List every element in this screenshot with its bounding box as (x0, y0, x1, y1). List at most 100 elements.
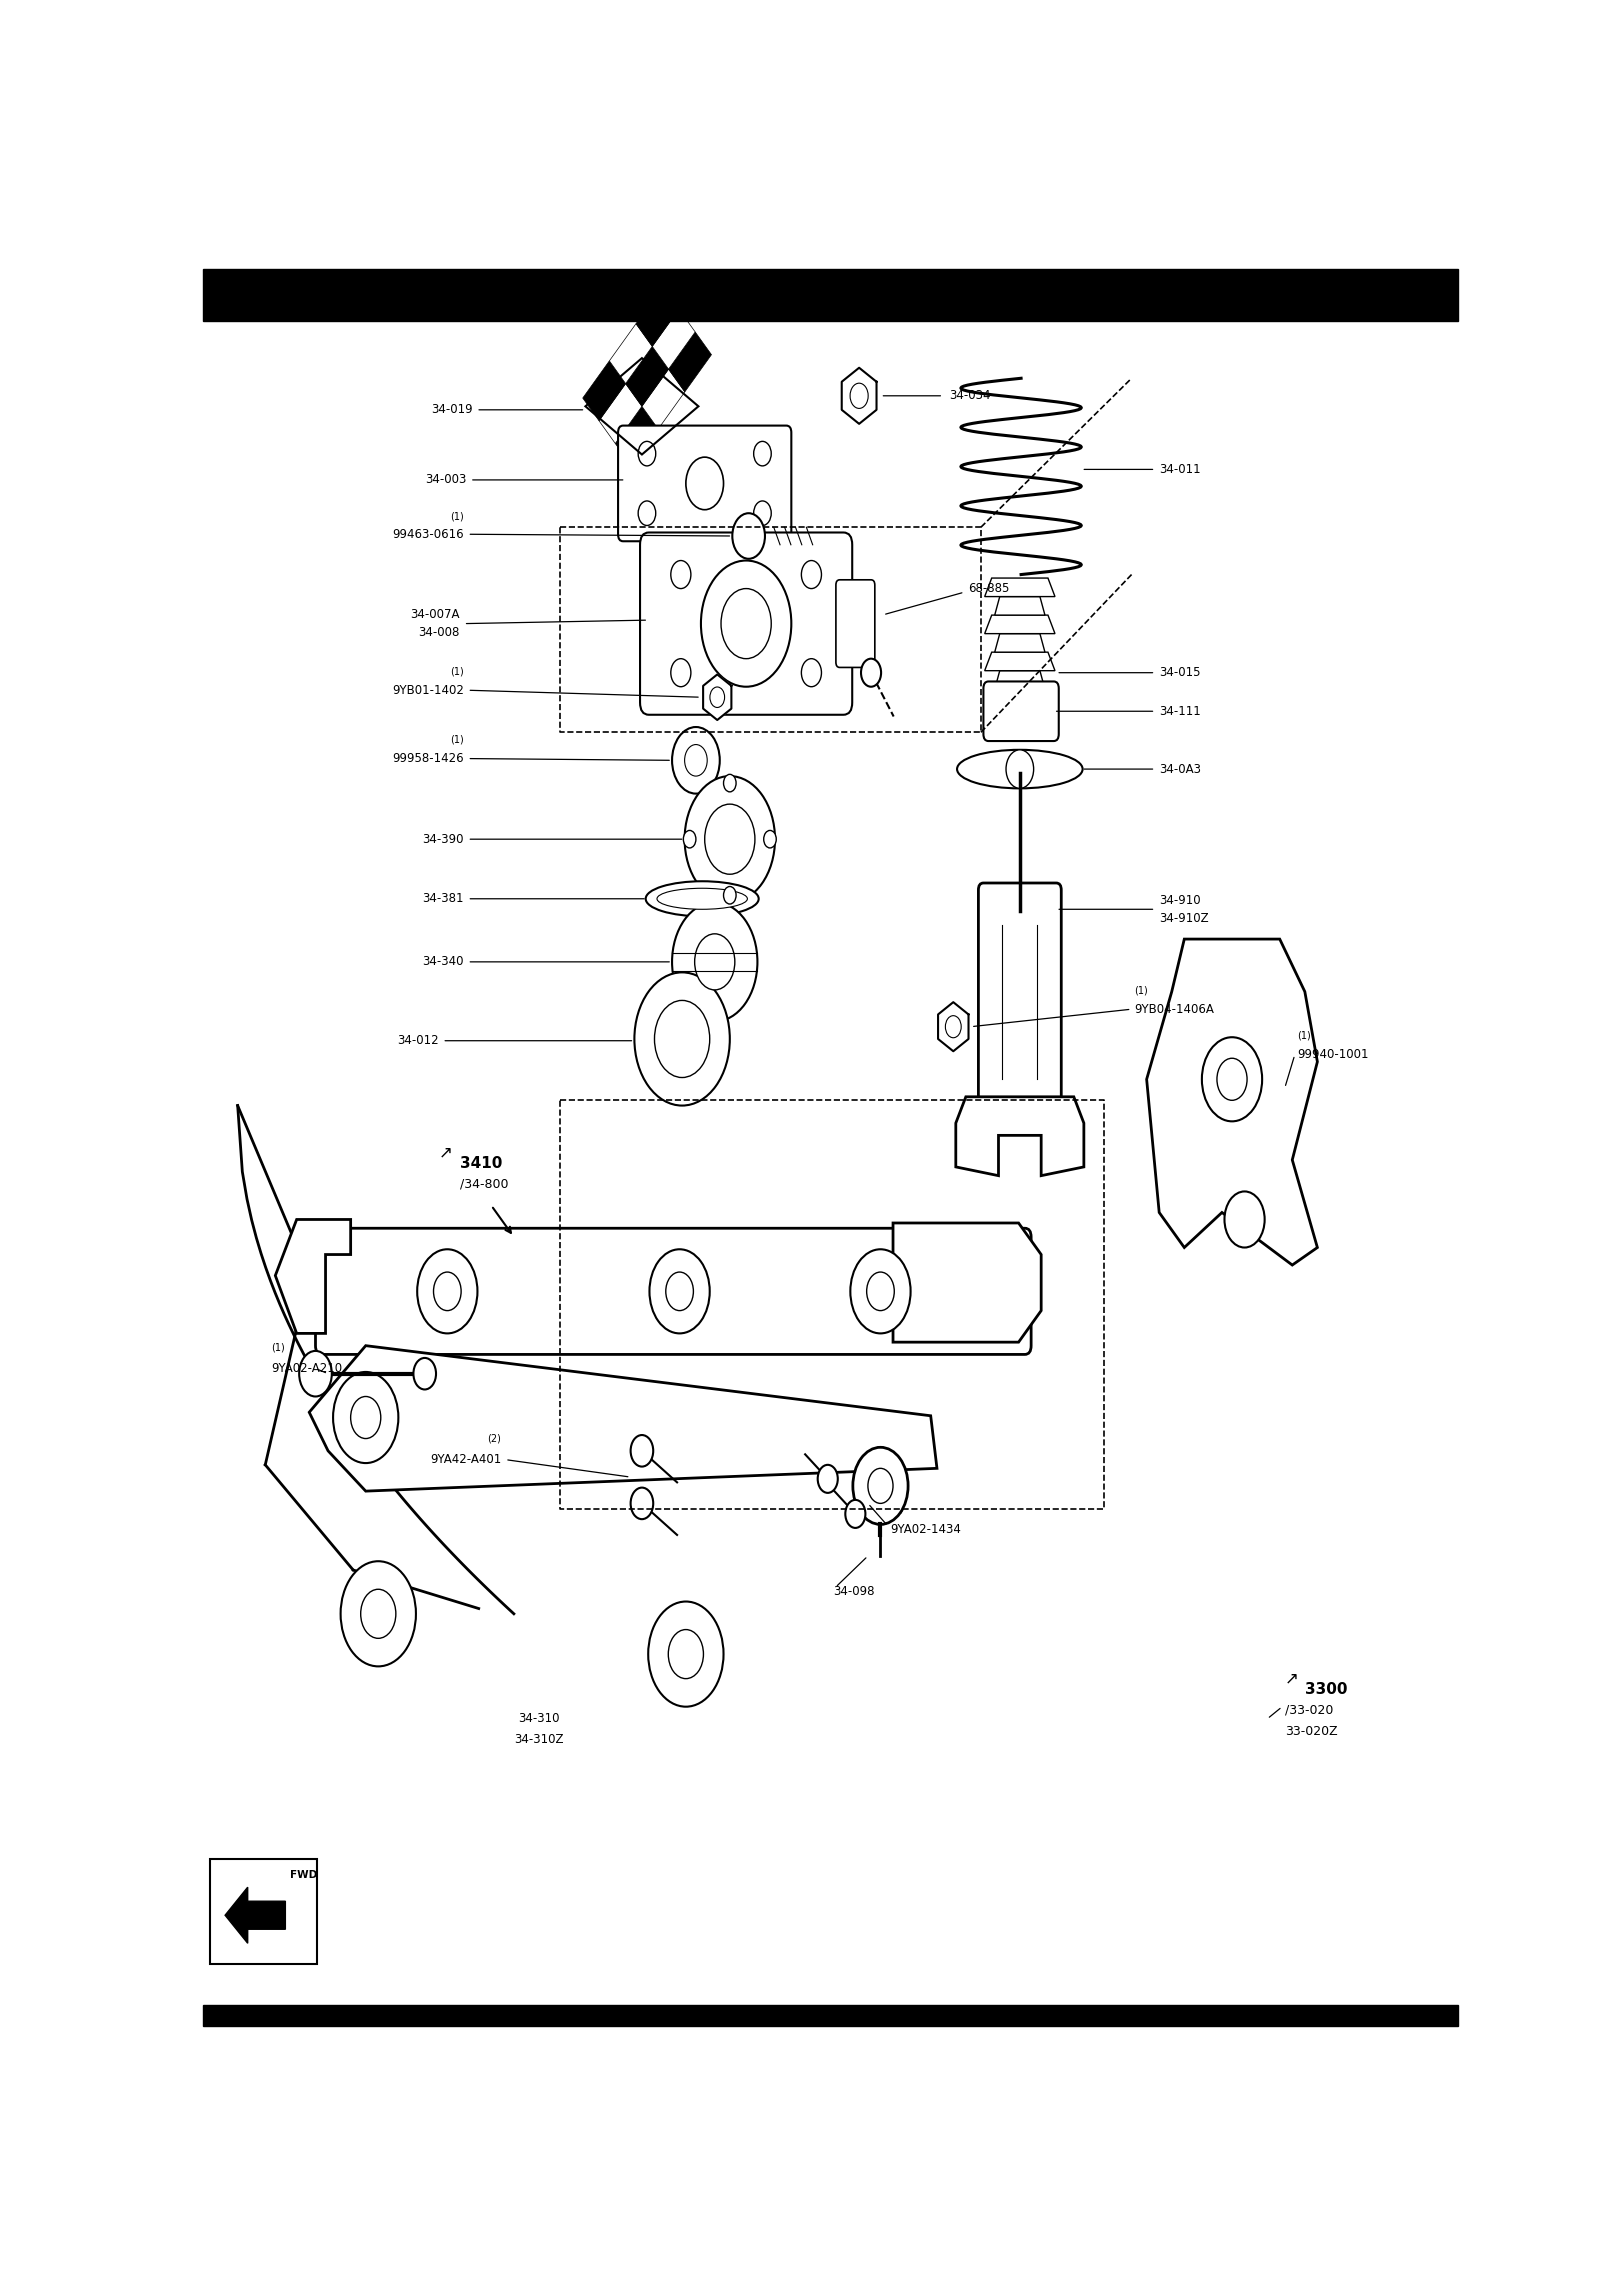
Circle shape (654, 1001, 710, 1077)
Text: 34-310Z: 34-310Z (514, 1734, 564, 1746)
Polygon shape (599, 385, 642, 444)
Polygon shape (995, 596, 1045, 615)
Polygon shape (225, 1887, 285, 1944)
Text: 34-910: 34-910 (1160, 894, 1200, 908)
Circle shape (1006, 749, 1034, 787)
Circle shape (350, 1397, 381, 1438)
Circle shape (868, 1468, 893, 1504)
Ellipse shape (658, 888, 747, 910)
Circle shape (1202, 1038, 1262, 1122)
Text: 34-008: 34-008 (418, 626, 460, 640)
Ellipse shape (646, 881, 758, 917)
Circle shape (850, 382, 868, 407)
Circle shape (946, 1015, 961, 1038)
FancyBboxPatch shape (836, 580, 875, 667)
Text: (1): (1) (891, 1504, 904, 1514)
Text: 34-011: 34-011 (1160, 462, 1200, 476)
Circle shape (685, 744, 708, 776)
Circle shape (695, 933, 735, 990)
Circle shape (852, 1448, 909, 1525)
Circle shape (635, 972, 729, 1106)
Circle shape (818, 1466, 838, 1493)
Text: 34-015: 34-015 (1160, 667, 1200, 678)
Text: 99940-1001: 99940-1001 (1298, 1049, 1369, 1061)
Circle shape (630, 1436, 653, 1466)
Circle shape (685, 457, 724, 510)
Ellipse shape (957, 749, 1082, 787)
Text: 34-390: 34-390 (423, 833, 463, 847)
Polygon shape (309, 1345, 936, 1491)
Text: 34-310: 34-310 (518, 1712, 561, 1725)
Circle shape (732, 512, 765, 560)
Circle shape (685, 776, 774, 901)
Circle shape (418, 1250, 478, 1334)
Circle shape (413, 1359, 436, 1388)
Polygon shape (609, 323, 653, 385)
Polygon shape (842, 369, 876, 423)
Polygon shape (995, 633, 1045, 653)
Polygon shape (938, 1001, 969, 1052)
Text: (1): (1) (450, 512, 463, 521)
Text: 33-020Z: 33-020Z (1285, 1725, 1338, 1737)
Bar (202, 269, 1458, 321)
Text: /33-020: /33-020 (1285, 1705, 1333, 1716)
Circle shape (334, 1372, 399, 1463)
Polygon shape (1147, 940, 1317, 1265)
Circle shape (710, 687, 724, 708)
Text: 9YA42-A401: 9YA42-A401 (429, 1452, 501, 1466)
Polygon shape (583, 362, 625, 421)
Polygon shape (653, 310, 695, 369)
Text: 9YB01-1402: 9YB01-1402 (392, 683, 463, 696)
Polygon shape (669, 332, 711, 391)
Text: (1): (1) (450, 735, 463, 744)
Bar (202, 2005, 1458, 2026)
Text: (2): (2) (488, 1434, 501, 1443)
Polygon shape (985, 615, 1055, 633)
Polygon shape (893, 1222, 1042, 1343)
FancyBboxPatch shape (619, 426, 791, 542)
Circle shape (721, 589, 771, 658)
Circle shape (701, 560, 791, 687)
Text: 68-885: 68-885 (969, 583, 1009, 594)
Circle shape (340, 1561, 416, 1666)
Text: ↗: ↗ (439, 1145, 452, 1161)
Text: /34-800: /34-800 (460, 1179, 509, 1190)
Text: 34-007A: 34-007A (410, 608, 460, 621)
Circle shape (434, 1272, 462, 1311)
Text: 34-340: 34-340 (423, 956, 463, 967)
Text: (1): (1) (1298, 1031, 1311, 1040)
Circle shape (705, 803, 755, 874)
FancyBboxPatch shape (978, 883, 1061, 1104)
Circle shape (850, 1250, 910, 1334)
Polygon shape (985, 653, 1055, 671)
Text: (1): (1) (450, 667, 463, 676)
Circle shape (724, 774, 735, 792)
Circle shape (669, 1630, 703, 1680)
Polygon shape (625, 346, 669, 407)
Text: 99463-0616: 99463-0616 (392, 528, 463, 542)
Circle shape (846, 1500, 865, 1527)
Polygon shape (956, 1097, 1084, 1177)
Circle shape (1225, 1190, 1265, 1247)
Polygon shape (616, 407, 658, 467)
Circle shape (1217, 1058, 1247, 1099)
Polygon shape (642, 369, 685, 430)
Text: 34-910Z: 34-910Z (1160, 913, 1209, 924)
Polygon shape (275, 1220, 350, 1334)
Circle shape (672, 726, 719, 794)
Text: 34-111: 34-111 (1160, 706, 1200, 717)
Text: FRONT SUSPENSION MECHANISMS: FRONT SUSPENSION MECHANISMS (635, 27, 985, 43)
FancyBboxPatch shape (640, 533, 852, 715)
Text: 3300: 3300 (1304, 1682, 1348, 1696)
Text: 34-003: 34-003 (424, 473, 467, 487)
Circle shape (867, 1272, 894, 1311)
Bar (211, 1859, 318, 1964)
Circle shape (763, 831, 776, 849)
Text: 34-098: 34-098 (833, 1584, 875, 1598)
Polygon shape (703, 674, 731, 719)
Circle shape (361, 1589, 395, 1639)
Text: (1): (1) (272, 1343, 285, 1352)
Text: (1): (1) (1134, 986, 1149, 995)
Text: 34-019: 34-019 (431, 403, 473, 417)
Text: FWD: FWD (290, 1871, 318, 1880)
